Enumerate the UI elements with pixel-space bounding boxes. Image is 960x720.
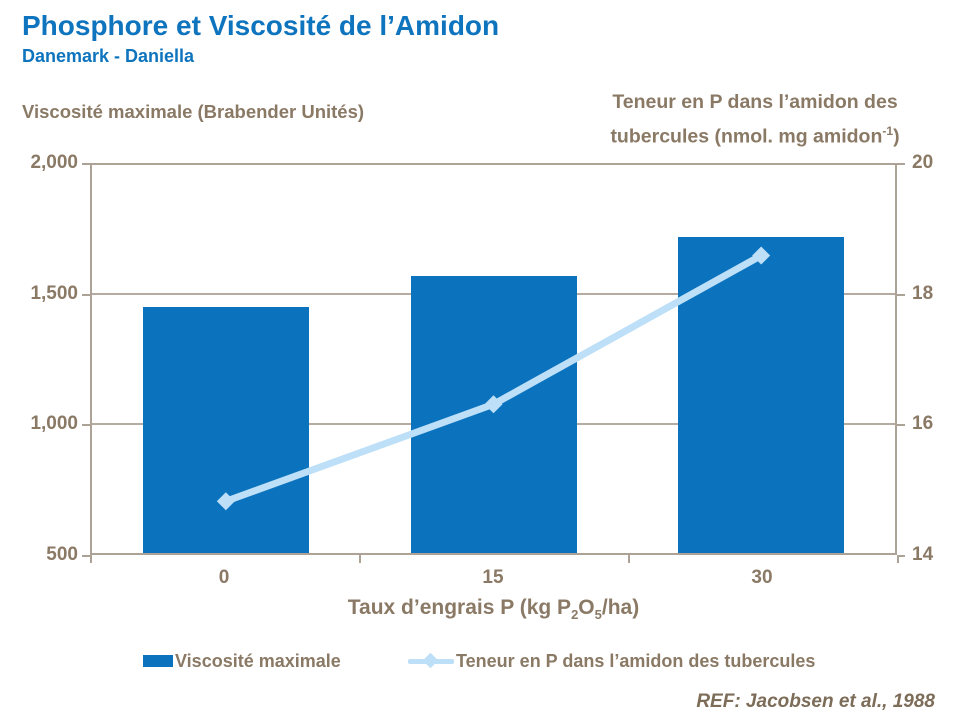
right-axis-tick-18: 18 bbox=[912, 283, 934, 304]
x-axis-title-part3: /ha) bbox=[601, 596, 640, 619]
x-axis-title-sub2: 2 bbox=[571, 607, 579, 623]
plot-area bbox=[90, 163, 897, 555]
axis-tick-mark bbox=[897, 163, 905, 165]
axis-tick-mark bbox=[897, 555, 899, 563]
right-axis-title: Teneur en P dans l’amidon des tubercules… bbox=[575, 88, 935, 152]
p-content-line bbox=[216, 246, 771, 511]
left-axis-title: Viscosité maximale (Brabender Unités) bbox=[22, 101, 365, 122]
legend-label-viscosity: Viscosité maximale bbox=[175, 650, 341, 671]
axis-tick-mark bbox=[359, 555, 361, 563]
x-axis-title: Taux d’engrais P (kg P2O5/ha) bbox=[90, 596, 897, 622]
bar-series-swatch-icon bbox=[143, 655, 173, 667]
viscosity-bar-15 bbox=[410, 276, 577, 553]
line-swatch-diamond-icon bbox=[422, 652, 439, 669]
axis-tick-mark bbox=[82, 424, 90, 427]
right-axis-title-superscript: -1 bbox=[882, 124, 894, 138]
right-axis-title-line2: tubercules (nmol. mg amidon bbox=[610, 125, 883, 148]
legend-item-viscosity: Viscosité maximale bbox=[143, 648, 341, 674]
left-axis-tick-2000: 2,000 bbox=[30, 152, 78, 173]
legend-label-p-content: Teneur en P dans l’amidon des tubercules bbox=[456, 650, 816, 671]
x-axis-title-part1: Taux d’engrais P (kg P bbox=[347, 596, 572, 619]
x-axis-title-part2: O bbox=[578, 596, 595, 619]
x-axis-tick-0: 0 bbox=[218, 567, 230, 588]
page-subtitle: Danemark - Daniella bbox=[22, 46, 195, 66]
reference-citation: REF: Jacobsen et al., 1988 bbox=[696, 691, 935, 712]
axis-tick-mark bbox=[82, 555, 90, 557]
x-axis-tick-30: 30 bbox=[751, 567, 773, 588]
diamond-marker-icon bbox=[752, 246, 771, 265]
axis-tick-mark bbox=[82, 293, 90, 296]
axis-tick-mark bbox=[897, 424, 905, 427]
right-axis-tick-14: 14 bbox=[912, 544, 934, 565]
left-axis-tick-1500: 1,500 bbox=[30, 283, 78, 304]
axis-tick-mark bbox=[897, 293, 905, 296]
right-axis-tick-20: 20 bbox=[912, 152, 934, 173]
legend-item-p-content: Teneur en P dans l’amidon des tubercules bbox=[408, 648, 815, 674]
left-axis-tick-500: 500 bbox=[46, 544, 78, 565]
left-axis-tick-1000: 1,000 bbox=[30, 413, 78, 434]
right-axis-title-line1: Teneur en P dans l’amidon des bbox=[612, 91, 898, 113]
x-axis-title-sub5: 5 bbox=[594, 607, 602, 623]
chart-legend: Viscosité maximale Teneur en P dans l’am… bbox=[0, 648, 960, 674]
axis-tick-mark bbox=[82, 163, 90, 165]
diamond-marker-icon bbox=[216, 492, 235, 511]
right-axis-title-close: ) bbox=[893, 125, 900, 148]
diamond-marker-icon bbox=[484, 395, 503, 414]
axis-tick-mark bbox=[90, 555, 92, 563]
page-title: Phosphore et Viscosité de l’Amidon bbox=[22, 10, 500, 41]
viscosity-bar-0 bbox=[142, 307, 309, 553]
line-series-swatch-icon bbox=[408, 652, 454, 669]
axis-tick-mark bbox=[628, 555, 630, 563]
right-axis-tick-16: 16 bbox=[912, 413, 934, 434]
p-content-line-stroke bbox=[224, 252, 763, 505]
axis-tick-mark bbox=[897, 555, 905, 557]
x-axis-tick-15: 15 bbox=[482, 567, 504, 588]
